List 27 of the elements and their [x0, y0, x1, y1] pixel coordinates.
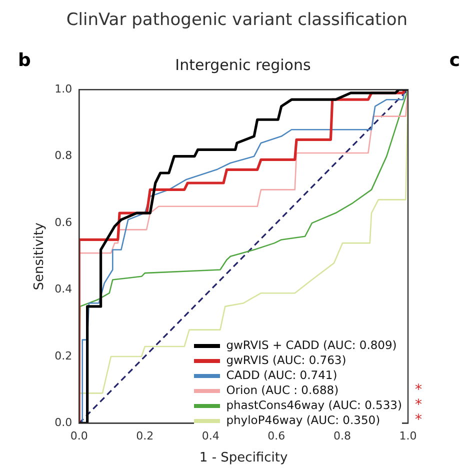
- x-tick-label: 0.0: [70, 430, 88, 443]
- chart-subtitle: Intergenic regions: [174, 56, 312, 74]
- legend-label: phastCons46way (AUC: 0.533): [226, 398, 402, 413]
- y-tick-label: 0.2: [54, 349, 72, 362]
- legend-label: gwRVIS (AUC: 0.763): [226, 353, 346, 368]
- legend-label: phyloP46way (AUC: 0.350): [226, 413, 380, 428]
- text: *: [415, 397, 422, 413]
- text: b: [18, 50, 31, 71]
- x-tick-label: 0.8: [333, 430, 351, 443]
- y-tick-label: 0.4: [54, 282, 72, 296]
- y-tick-label: 0.8: [54, 149, 72, 162]
- y-tick-label: 0.6: [54, 216, 72, 229]
- x-tick-label: 0.2: [136, 430, 154, 443]
- y-tick-label: 1.0: [54, 82, 72, 96]
- text: *: [415, 412, 422, 428]
- y-axis-title: Sensitivity: [32, 222, 48, 290]
- legend-label: Orion (AUC : 0.688): [226, 383, 339, 398]
- y-tick-label: 0.0: [54, 416, 72, 430]
- legend-label: CADD (AUC: 0.741): [226, 368, 338, 383]
- x-axis-title: 1 - Specificity: [199, 450, 288, 466]
- x-tick-label: 0.4: [202, 430, 220, 443]
- text: *: [415, 382, 422, 398]
- text: c: [449, 50, 460, 71]
- legend-label: gwRVIS + CADD (AUC: 0.809): [226, 338, 397, 353]
- x-tick-label: 1.0: [399, 430, 417, 443]
- chart-title: ClinVar pathogenic variant classification: [65, 10, 409, 30]
- x-tick-label: 0.6: [268, 430, 286, 443]
